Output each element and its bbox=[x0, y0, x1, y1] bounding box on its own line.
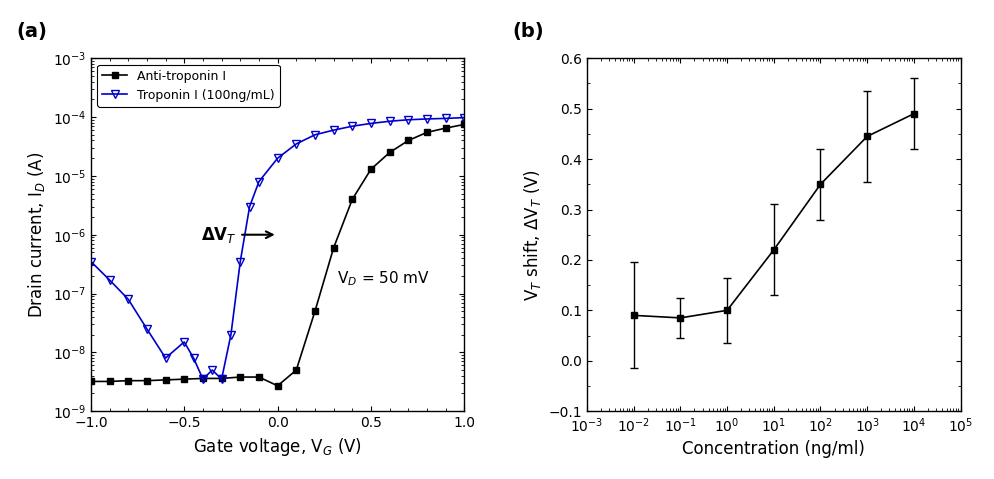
Anti-troponin I bbox=[290, 367, 302, 373]
Troponin I (100ng/mL) bbox=[122, 297, 134, 302]
Text: ΔV$_T$: ΔV$_T$ bbox=[201, 225, 272, 245]
Anti-troponin I bbox=[178, 376, 190, 382]
Troponin I (100ng/mL) bbox=[290, 141, 302, 147]
Troponin I (100ng/mL) bbox=[328, 127, 340, 133]
Troponin I (100ng/mL) bbox=[103, 277, 115, 283]
Troponin I (100ng/mL) bbox=[244, 204, 255, 209]
Troponin I (100ng/mL) bbox=[365, 121, 377, 126]
Troponin I (100ng/mL) bbox=[271, 155, 283, 161]
Troponin I (100ng/mL) bbox=[160, 355, 172, 361]
Line: Troponin I (100ng/mL): Troponin I (100ng/mL) bbox=[86, 114, 468, 383]
Anti-troponin I bbox=[271, 383, 283, 388]
Troponin I (100ng/mL) bbox=[84, 259, 96, 264]
Troponin I (100ng/mL) bbox=[403, 117, 414, 123]
Troponin I (100ng/mL) bbox=[309, 132, 321, 137]
Anti-troponin I bbox=[403, 137, 414, 143]
Troponin I (100ng/mL) bbox=[207, 367, 219, 373]
Troponin I (100ng/mL) bbox=[458, 115, 470, 121]
Anti-troponin I bbox=[84, 378, 96, 384]
Anti-troponin I bbox=[103, 378, 115, 384]
Anti-troponin I bbox=[141, 378, 153, 384]
Anti-troponin I bbox=[216, 376, 228, 381]
Anti-troponin I bbox=[439, 125, 451, 131]
Troponin I (100ng/mL) bbox=[225, 332, 237, 338]
Line: Anti-troponin I: Anti-troponin I bbox=[87, 121, 468, 389]
Troponin I (100ng/mL) bbox=[384, 118, 396, 124]
Troponin I (100ng/mL) bbox=[346, 123, 358, 129]
Anti-troponin I bbox=[458, 122, 470, 127]
Text: (b): (b) bbox=[512, 22, 544, 41]
X-axis label: Gate voltage, V$_G$ (V): Gate voltage, V$_G$ (V) bbox=[193, 435, 362, 457]
Troponin I (100ng/mL) bbox=[235, 259, 247, 264]
Troponin I (100ng/mL) bbox=[197, 376, 209, 382]
Text: V$_D$ = 50 mV: V$_D$ = 50 mV bbox=[337, 269, 430, 288]
Anti-troponin I bbox=[309, 308, 321, 314]
Anti-troponin I bbox=[328, 245, 340, 251]
Troponin I (100ng/mL) bbox=[141, 326, 153, 332]
Troponin I (100ng/mL) bbox=[421, 116, 433, 122]
Anti-troponin I bbox=[235, 374, 247, 380]
Anti-troponin I bbox=[122, 378, 134, 384]
Troponin I (100ng/mL) bbox=[188, 355, 200, 361]
Y-axis label: V$_T$ shift, ΔV$_T$ (V): V$_T$ shift, ΔV$_T$ (V) bbox=[522, 169, 543, 301]
Anti-troponin I bbox=[160, 377, 172, 383]
Anti-troponin I bbox=[384, 149, 396, 155]
Troponin I (100ng/mL) bbox=[178, 339, 190, 345]
Anti-troponin I bbox=[197, 376, 209, 381]
X-axis label: Concentration (ng/ml): Concentration (ng/ml) bbox=[682, 440, 865, 458]
Text: (a): (a) bbox=[16, 22, 47, 41]
Anti-troponin I bbox=[365, 166, 377, 172]
Y-axis label: Drain current, I$_D$ (A): Drain current, I$_D$ (A) bbox=[26, 151, 47, 318]
Anti-troponin I bbox=[346, 196, 358, 202]
Legend: Anti-troponin I, Troponin I (100ng/mL): Anti-troponin I, Troponin I (100ng/mL) bbox=[97, 65, 279, 107]
Anti-troponin I bbox=[421, 129, 433, 135]
Anti-troponin I bbox=[253, 374, 265, 380]
Troponin I (100ng/mL) bbox=[253, 179, 265, 184]
Troponin I (100ng/mL) bbox=[439, 115, 451, 121]
Troponin I (100ng/mL) bbox=[216, 376, 228, 382]
